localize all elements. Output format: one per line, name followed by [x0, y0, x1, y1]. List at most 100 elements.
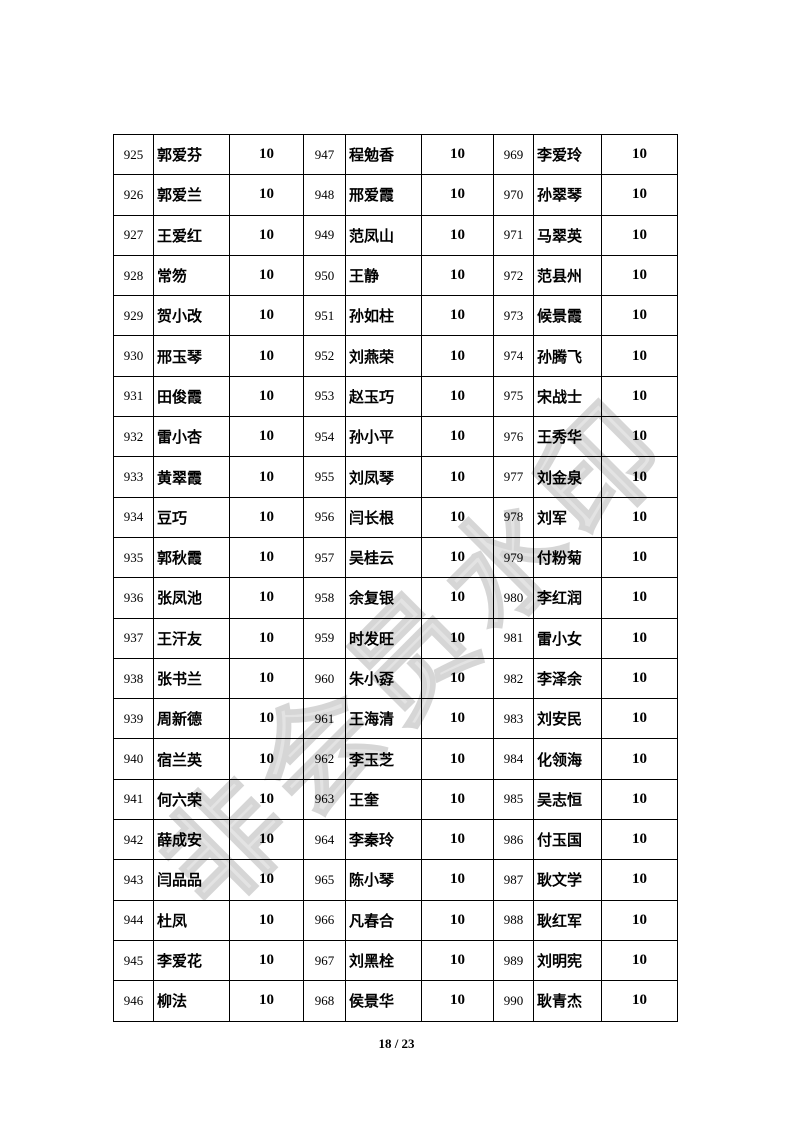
entry-name-cell: 柳法 — [153, 980, 230, 1022]
entry-score-cell: 10 — [229, 536, 304, 579]
entry-score-cell: 10 — [229, 899, 304, 941]
entry-score-cell: 10 — [421, 536, 494, 579]
entry-score-cell: 10 — [229, 657, 304, 700]
entry-no-cell: 967 — [303, 939, 346, 982]
entry-score-cell: 10 — [601, 577, 678, 619]
entry-score-cell: 10 — [229, 577, 304, 619]
entry-name-cell: 程勉香 — [345, 133, 422, 176]
table-row: 946 柳法 10 968 侯景华 10 990 耿青杰 10 — [113, 980, 678, 1022]
entry-no-cell: 988 — [493, 899, 534, 941]
entry-score-cell: 10 — [421, 778, 494, 821]
entry-score-cell: 10 — [601, 778, 678, 821]
entry-score-cell: 10 — [601, 456, 678, 498]
entry-no-cell: 957 — [303, 536, 346, 579]
entry-name-cell: 刘金泉 — [533, 456, 602, 498]
entry-name-cell: 马翠英 — [533, 214, 602, 256]
entry-name-cell: 王海清 — [345, 698, 422, 740]
entry-no-cell: 939 — [113, 698, 154, 740]
entry-name-cell: 常笏 — [153, 254, 230, 297]
entry-name-cell: 贺小改 — [153, 295, 230, 337]
entry-no-cell: 983 — [493, 698, 534, 740]
entry-score-cell: 10 — [601, 899, 678, 941]
entry-no-cell: 946 — [113, 980, 154, 1022]
entry-name-cell: 邢爱霞 — [345, 174, 422, 216]
entry-name-cell: 郭爱兰 — [153, 174, 230, 216]
entry-no-cell: 943 — [113, 859, 154, 901]
entry-score-cell: 10 — [601, 295, 678, 337]
entry-score-cell: 10 — [421, 214, 494, 256]
entry-name-cell: 孙腾飞 — [533, 335, 602, 377]
entry-no-cell: 969 — [493, 133, 534, 176]
entry-score-cell: 10 — [601, 174, 678, 216]
entry-score-cell: 10 — [601, 657, 678, 700]
entry-no-cell: 929 — [113, 295, 154, 337]
entry-score-cell: 10 — [421, 819, 494, 861]
entry-name-cell: 王奎 — [345, 778, 422, 821]
entry-no-cell: 950 — [303, 254, 346, 297]
entry-no-cell: 970 — [493, 174, 534, 216]
entry-name-cell: 宿兰英 — [153, 738, 230, 780]
entry-no-cell: 958 — [303, 577, 346, 619]
entry-no-cell: 990 — [493, 980, 534, 1022]
entry-name-cell: 耿红军 — [533, 899, 602, 941]
entry-name-cell: 刘凤琴 — [345, 456, 422, 498]
entry-score-cell: 10 — [229, 375, 304, 418]
entry-no-cell: 926 — [113, 174, 154, 216]
entry-no-cell: 959 — [303, 617, 346, 659]
entry-no-cell: 987 — [493, 859, 534, 901]
entry-score-cell: 10 — [421, 254, 494, 297]
entry-score-cell: 10 — [601, 939, 678, 982]
entry-no-cell: 948 — [303, 174, 346, 216]
entry-score-cell: 10 — [421, 939, 494, 982]
entry-no-cell: 978 — [493, 496, 534, 538]
entry-score-cell: 10 — [601, 617, 678, 659]
entry-score-cell: 10 — [229, 496, 304, 538]
entry-name-cell: 田俊霞 — [153, 375, 230, 418]
table-row: 933 黄翠霞 10 955 刘凤琴 10 977 刘金泉 10 — [113, 456, 678, 498]
entry-no-cell: 984 — [493, 738, 534, 780]
entry-name-cell: 何六荣 — [153, 778, 230, 821]
entry-name-cell: 凡春合 — [345, 899, 422, 941]
entry-score-cell: 10 — [421, 335, 494, 377]
table-row: 945 李爱花 10 967 刘黑栓 10 989 刘明宪 10 — [113, 939, 678, 982]
entry-score-cell: 10 — [601, 859, 678, 901]
entry-score-cell: 10 — [229, 174, 304, 216]
entry-score-cell: 10 — [229, 939, 304, 982]
entry-no-cell: 955 — [303, 456, 346, 498]
table-row: 932 雷小杏 10 954 孙小平 10 976 王秀华 10 — [113, 416, 678, 458]
entry-no-cell: 975 — [493, 375, 534, 418]
entry-no-cell: 986 — [493, 819, 534, 861]
entry-name-cell: 李爱玲 — [533, 133, 602, 176]
entry-score-cell: 10 — [229, 295, 304, 337]
entry-name-cell: 吴桂云 — [345, 536, 422, 579]
entry-name-cell: 陈小琴 — [345, 859, 422, 901]
entry-score-cell: 10 — [601, 980, 678, 1022]
entry-no-cell: 934 — [113, 496, 154, 538]
table-row: 936 张凤池 10 958 余复银 10 980 李红润 10 — [113, 577, 678, 619]
entry-name-cell: 刘军 — [533, 496, 602, 538]
entry-name-cell: 王静 — [345, 254, 422, 297]
entry-name-cell: 范凤山 — [345, 214, 422, 256]
roster-table-body: 925 郭爱芬 10 947 程勉香 10 969 李爱玲 10 926 郭爱兰 10 948 邢爱霞 10… — [113, 133, 678, 1022]
entry-no-cell: 945 — [113, 939, 154, 982]
table-row: 931 田俊霞 10 953 赵玉巧 10 975 宋战士 10 — [113, 375, 678, 418]
entry-score-cell: 10 — [229, 778, 304, 821]
entry-score-cell: 10 — [421, 416, 494, 458]
table-row: 926 郭爱兰 10 948 邢爱霞 10 970 孙翠琴 10 — [113, 174, 678, 216]
entry-no-cell: 989 — [493, 939, 534, 982]
roster-table: 925 郭爱芬 10 947 程勉香 10 969 李爱玲 10 926 郭爱兰 10 948 邢爱霞 10… — [113, 133, 678, 1022]
entry-score-cell: 10 — [601, 819, 678, 861]
entry-score-cell: 10 — [601, 214, 678, 256]
entry-no-cell: 951 — [303, 295, 346, 337]
entry-name-cell: 薛成安 — [153, 819, 230, 861]
entry-score-cell: 10 — [229, 980, 304, 1022]
entry-score-cell: 10 — [421, 617, 494, 659]
entry-score-cell: 10 — [421, 456, 494, 498]
entry-score-cell: 10 — [421, 899, 494, 941]
entry-score-cell: 10 — [421, 577, 494, 619]
entry-score-cell: 10 — [229, 819, 304, 861]
entry-no-cell: 971 — [493, 214, 534, 256]
entry-no-cell: 966 — [303, 899, 346, 941]
entry-name-cell: 孙小平 — [345, 416, 422, 458]
entry-name-cell: 张凤池 — [153, 577, 230, 619]
